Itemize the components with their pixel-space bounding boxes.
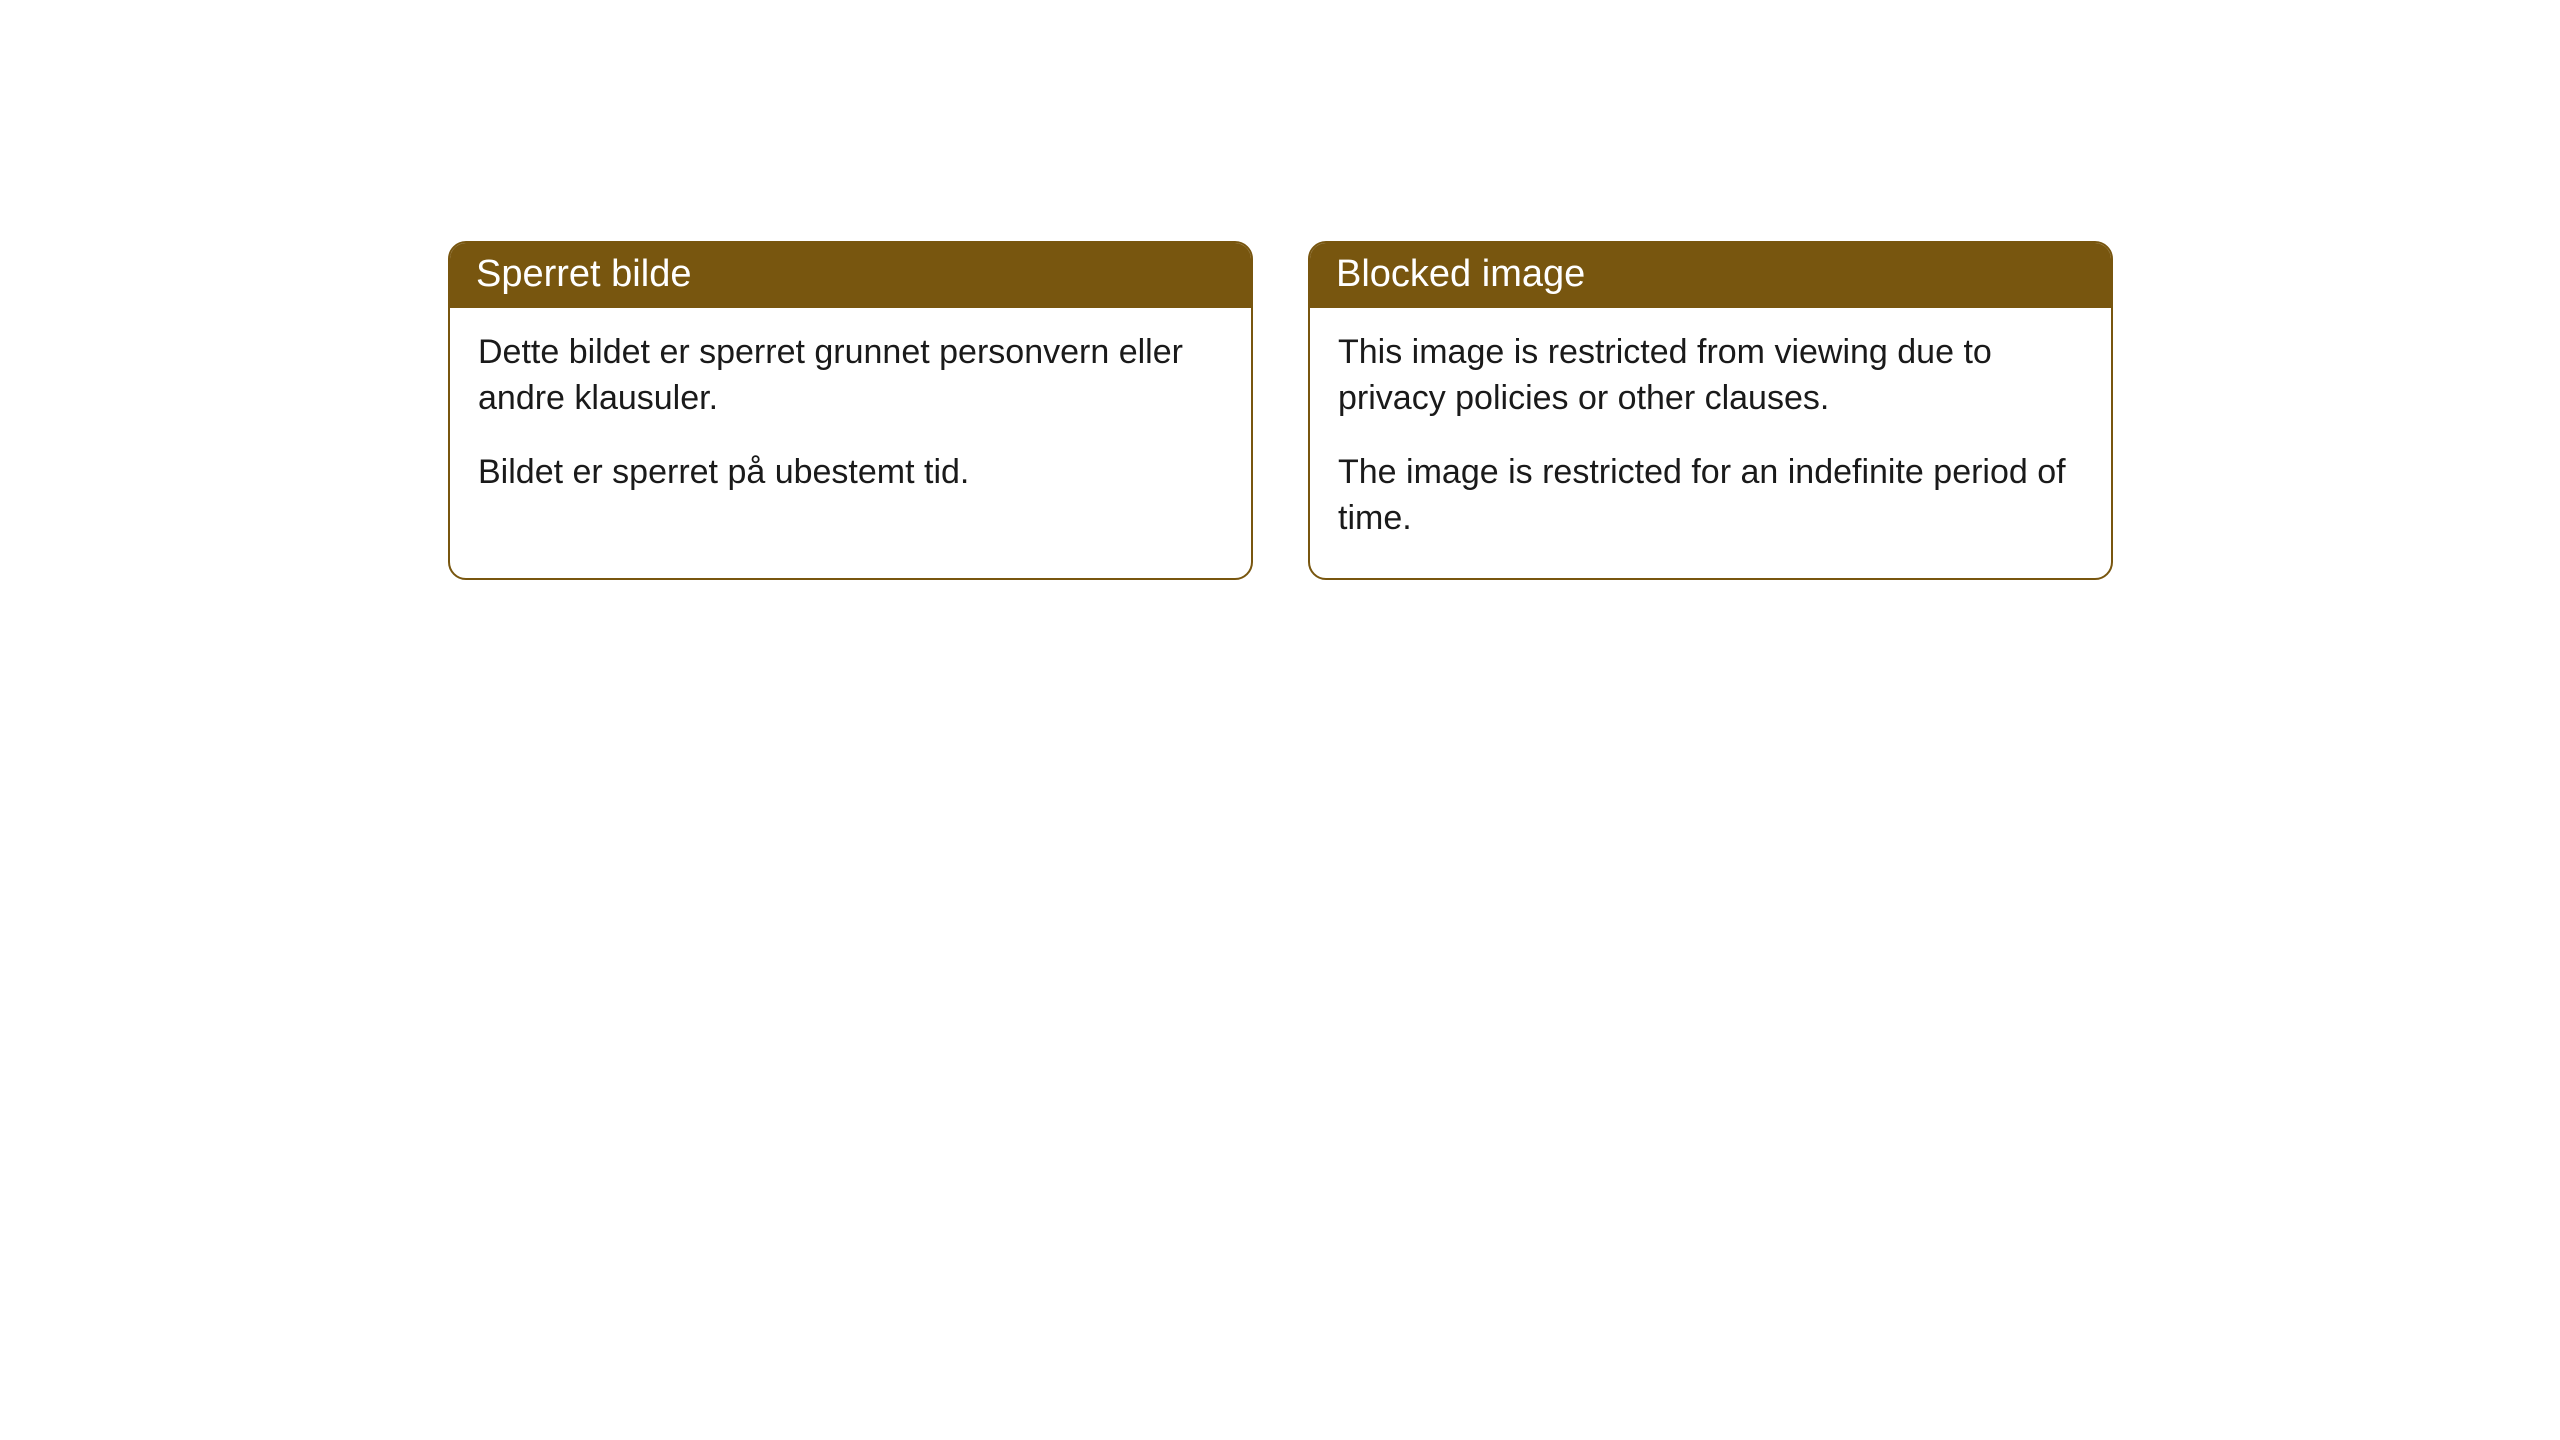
card-paragraph-1: This image is restricted from viewing du…	[1338, 330, 2083, 422]
card-paragraph-1: Dette bildet er sperret grunnet personve…	[478, 330, 1223, 422]
card-title: Blocked image	[1336, 253, 1585, 295]
blocked-image-card-english: Blocked image This image is restricted f…	[1308, 241, 2113, 580]
blocked-image-card-norwegian: Sperret bilde Dette bildet er sperret gr…	[448, 241, 1253, 580]
card-header: Sperret bilde	[450, 243, 1251, 308]
card-body: This image is restricted from viewing du…	[1310, 308, 2111, 578]
card-title: Sperret bilde	[476, 253, 691, 295]
card-paragraph-2: Bildet er sperret på ubestemt tid.	[478, 450, 1223, 496]
notice-cards-container: Sperret bilde Dette bildet er sperret gr…	[448, 241, 2113, 580]
card-body: Dette bildet er sperret grunnet personve…	[450, 308, 1251, 532]
card-header: Blocked image	[1310, 243, 2111, 308]
card-paragraph-2: The image is restricted for an indefinit…	[1338, 450, 2083, 542]
